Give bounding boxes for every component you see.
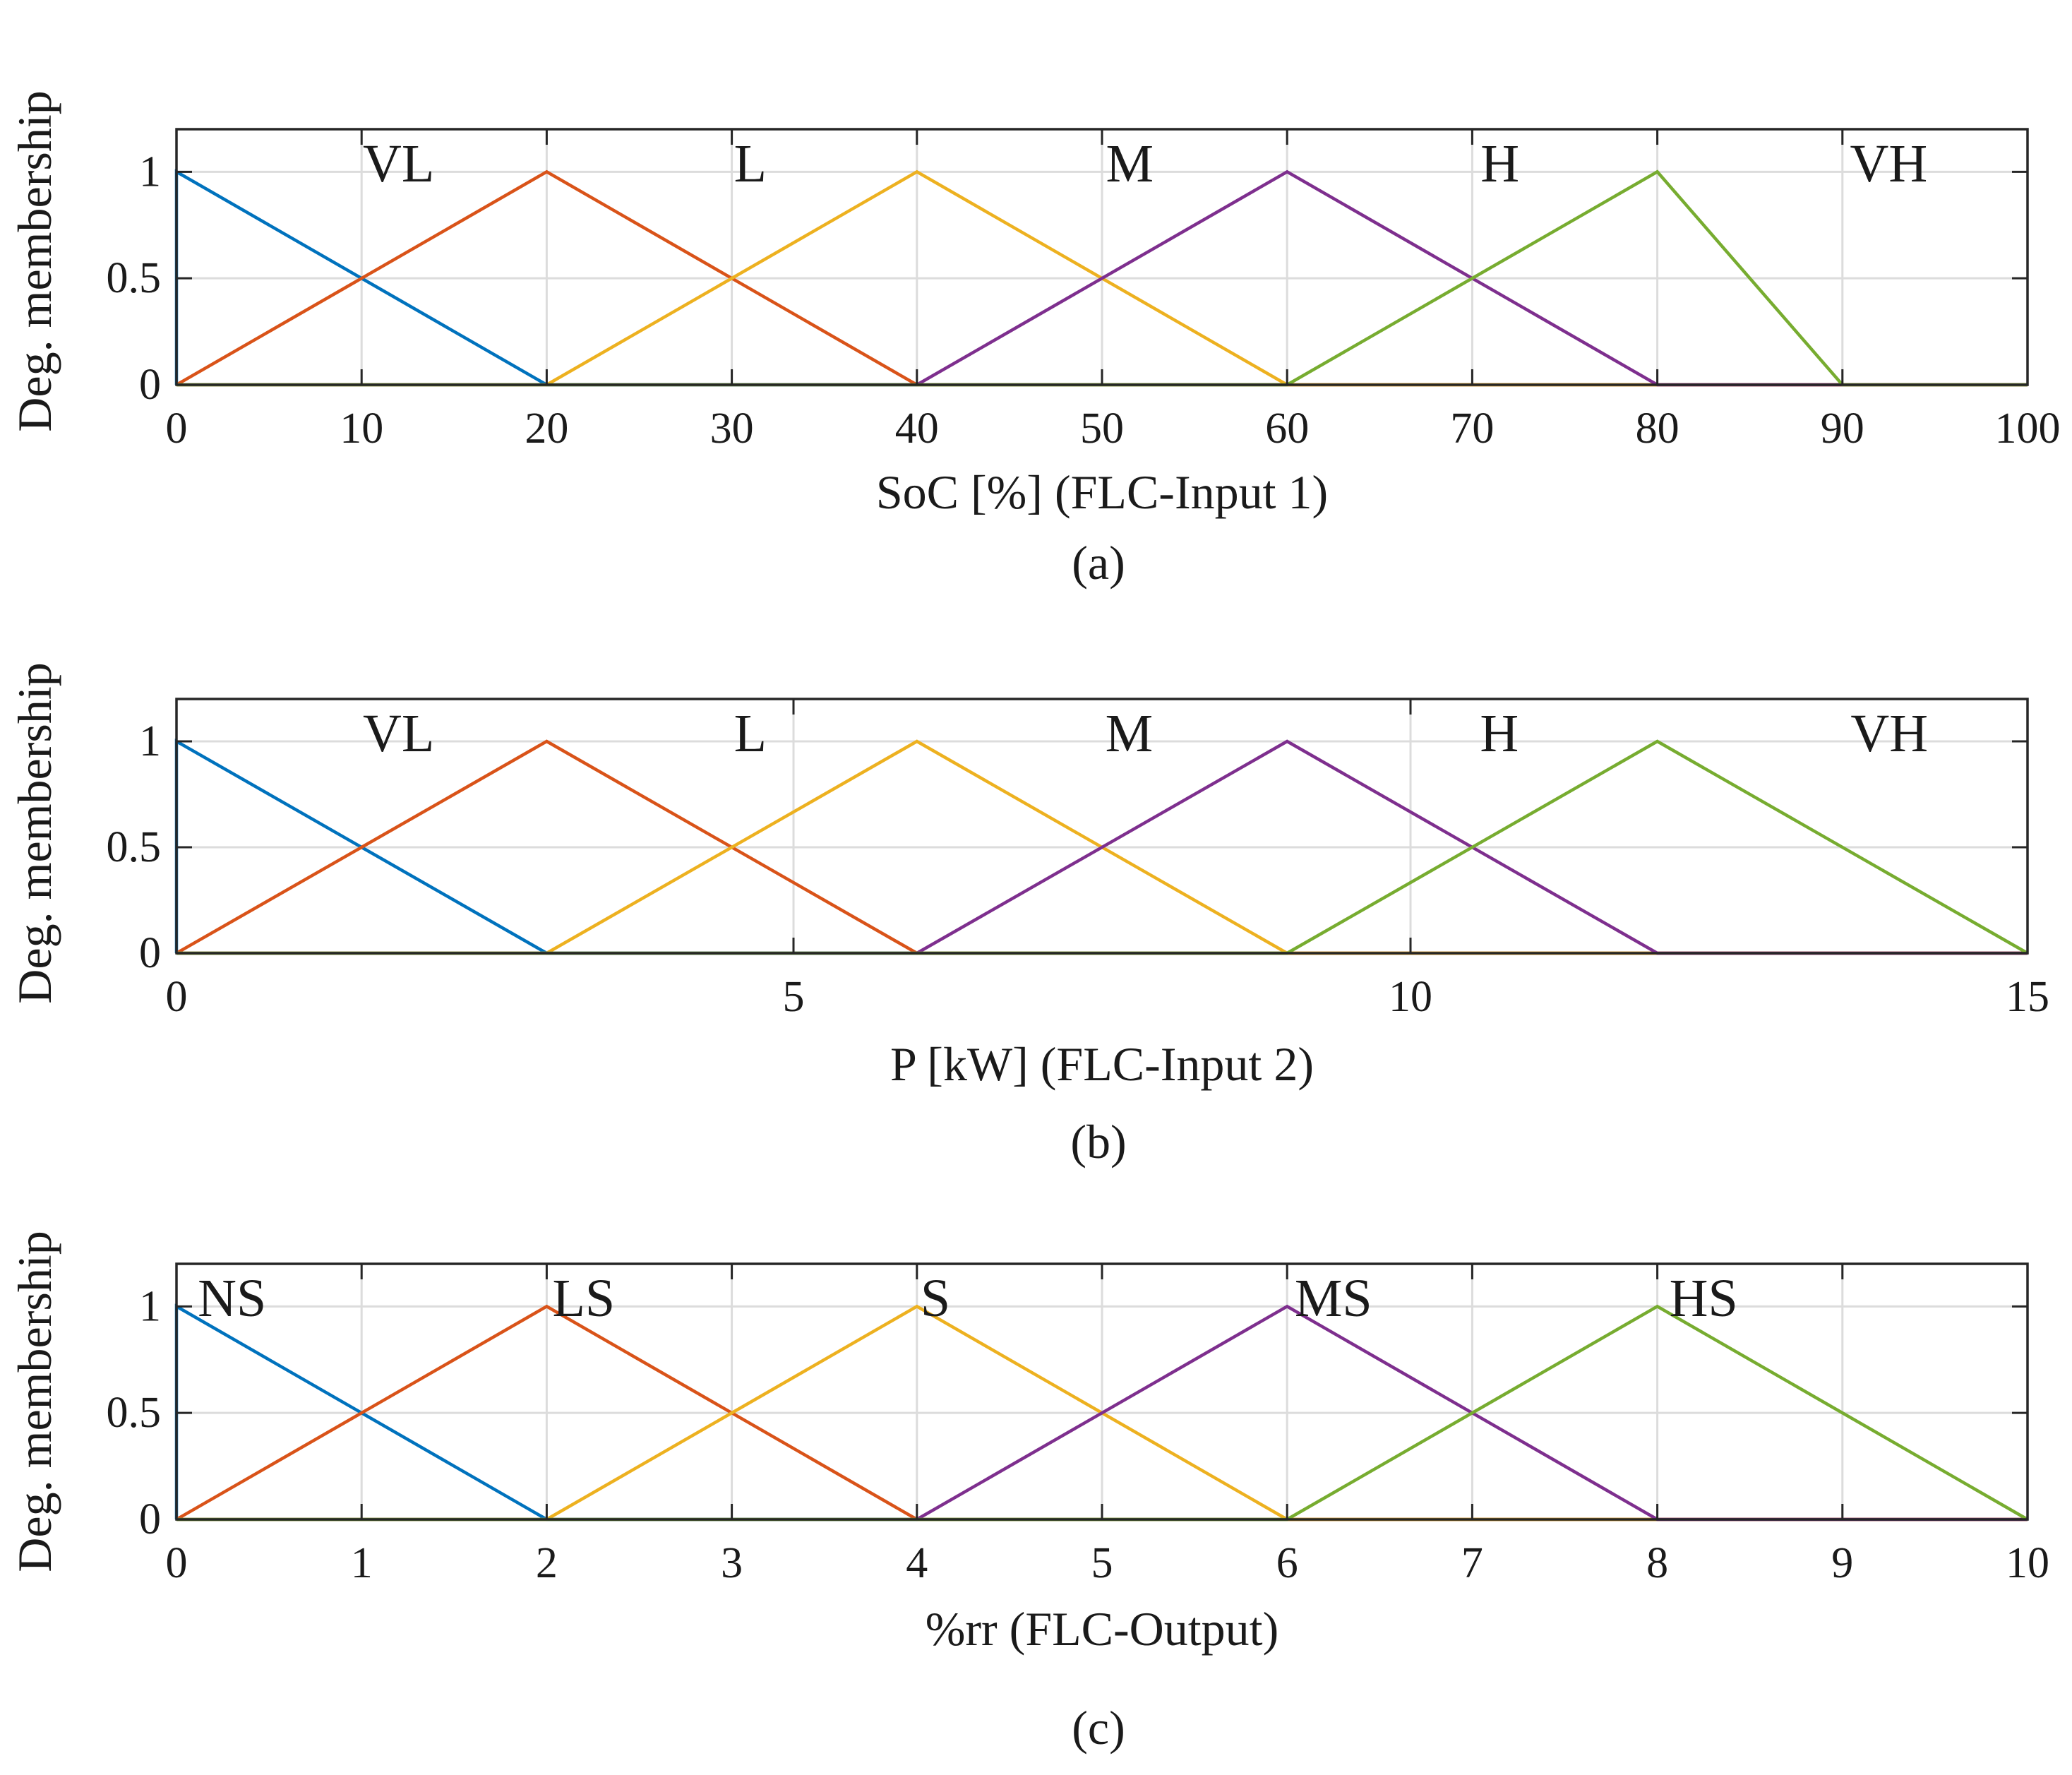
panel-caption: (c) [1072,1701,1125,1755]
term-label-l: L [734,134,767,193]
x-tick-label: 50 [1080,405,1124,453]
x-tick-label: 20 [525,405,568,453]
y-tick-label: 1 [139,1282,161,1330]
x-tick-label: 70 [1450,405,1494,453]
panel-caption: (a) [1072,536,1125,590]
y-axis-label: Deg. membership [8,90,61,431]
x-tick-label: 30 [710,405,754,453]
term-label-h: H [1480,704,1519,763]
y-tick-label: 0 [139,1495,161,1543]
y-tick-label: 0 [139,929,161,977]
y-tick-label: 0 [139,361,161,409]
x-tick-label: 0 [166,1539,188,1587]
x-tick-label: 5 [783,973,805,1021]
y-tick-label: 0.5 [107,1389,162,1437]
x-tick-label: 9 [1831,1539,1853,1587]
x-axis-label: %rr (FLC-Output) [926,1602,1278,1656]
x-tick-label: 15 [2006,973,2049,1021]
x-tick-label: 100 [1995,405,2061,453]
term-label-s: S [921,1269,950,1328]
chart-panel-1 [174,698,2029,955]
x-tick-label: 0 [166,405,188,453]
term-label-l: L [734,704,767,763]
x-tick-label: 80 [1636,405,1679,453]
term-label-m: M [1106,134,1154,193]
term-label-ms: MS [1295,1269,1372,1328]
x-tick-label: 90 [1821,405,1864,453]
x-tick-label: 1 [351,1539,373,1587]
x-tick-label: 5 [1091,1539,1113,1587]
term-label-hs: HS [1670,1269,1738,1328]
term-label-m: M [1106,704,1154,763]
term-label-ls: LS [552,1269,615,1328]
x-axis-label: SoC [%] (FLC-Input 1) [876,465,1328,519]
term-label-h: H [1480,134,1519,193]
x-tick-label: 10 [340,405,383,453]
term-label-vl: VL [363,134,434,193]
y-axis-label: Deg. membership [8,662,61,1003]
chart-panel-0 [174,128,2029,387]
y-tick-label: 0.5 [107,823,162,871]
y-tick-label: 1 [139,148,161,196]
term-label-vh: VH [1850,134,1927,193]
term-label-vl: VL [363,704,434,763]
x-tick-label: 10 [1389,973,1432,1021]
y-axis-label: Deg. membership [8,1231,61,1572]
term-label-ns: NS [198,1269,266,1328]
x-tick-label: 4 [906,1539,928,1587]
x-tick-label: 10 [2006,1539,2049,1587]
x-tick-label: 60 [1265,405,1309,453]
axes-box [175,698,2029,955]
x-tick-label: 2 [536,1539,558,1587]
x-tick-label: 6 [1276,1539,1298,1587]
x-tick-label: 8 [1646,1539,1668,1587]
x-tick-label: 7 [1461,1539,1483,1587]
y-tick-label: 0.5 [107,254,162,302]
chart-panel-2 [174,1262,2029,1522]
x-axis-label: P [kW] (FLC-Input 2) [890,1037,1314,1091]
panel-caption: (b) [1070,1115,1126,1169]
y-tick-label: 1 [139,717,161,765]
x-tick-label: 3 [721,1539,743,1587]
term-label-vh: VH [1850,704,1928,763]
x-tick-label: 0 [166,973,188,1021]
x-tick-label: 40 [895,405,939,453]
